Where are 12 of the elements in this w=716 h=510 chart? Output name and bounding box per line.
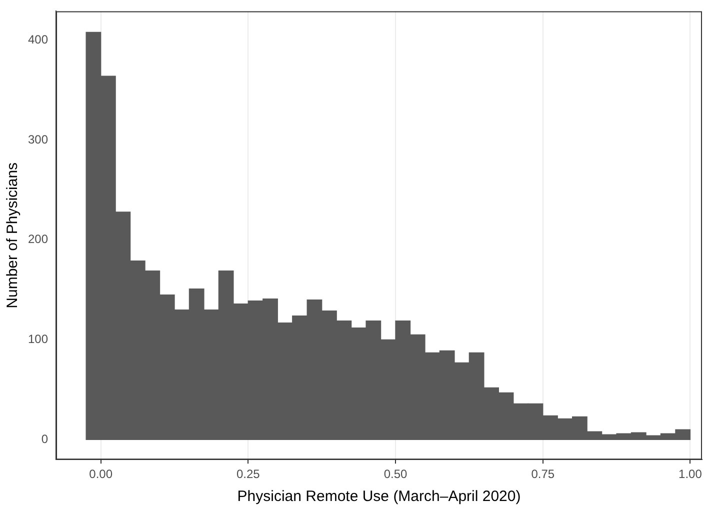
x-tick-label: 0.50 bbox=[384, 467, 408, 482]
y-tick-label: 300 bbox=[28, 132, 48, 146]
x-axis-title: Physician Remote Use (March–April 2020) bbox=[237, 488, 521, 506]
y-tick-label: 400 bbox=[28, 32, 48, 46]
x-tick-label: 1.00 bbox=[678, 467, 702, 482]
x-tick-label: 0.25 bbox=[236, 467, 260, 482]
y-tick-label: 0 bbox=[41, 432, 48, 446]
x-tick-label: 0.75 bbox=[531, 467, 555, 482]
y-tick-label: 200 bbox=[28, 232, 48, 246]
y-tick-label: 100 bbox=[28, 332, 48, 346]
x-tick-label: 0.00 bbox=[89, 467, 113, 482]
y-axis-title: Number of Physicians bbox=[4, 162, 22, 308]
